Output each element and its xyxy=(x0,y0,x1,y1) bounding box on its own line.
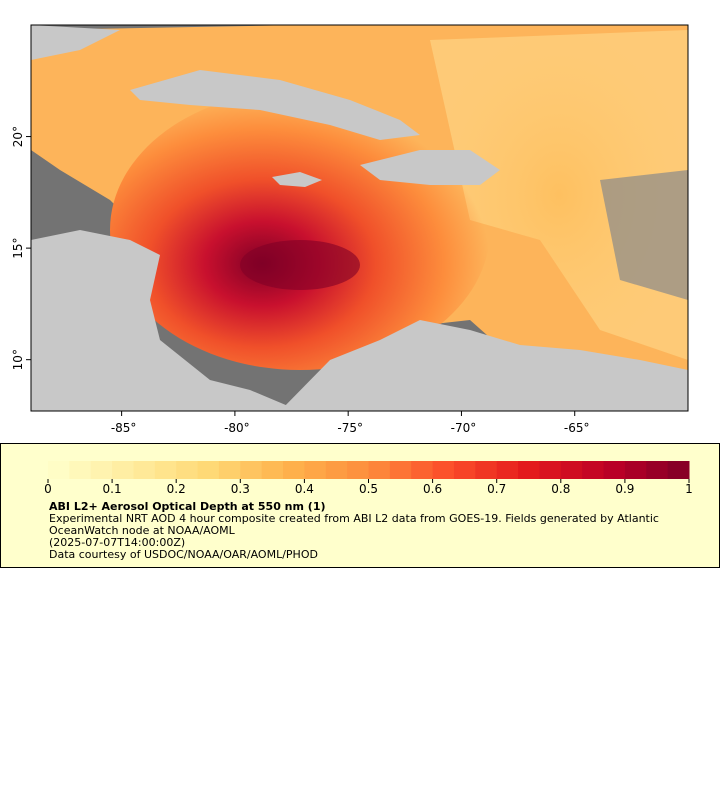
colorbar-swatch xyxy=(646,461,669,479)
map-image xyxy=(31,25,688,411)
x-tick-label: -65° xyxy=(564,421,590,435)
colorbar-tick-label: 0.7 xyxy=(487,482,506,496)
colorbar-swatch xyxy=(411,461,434,479)
colorbar-tick-label: 0.4 xyxy=(295,482,314,496)
land-central-america xyxy=(31,230,300,411)
colorbar-swatch xyxy=(218,461,241,479)
land-yucatan xyxy=(31,25,120,60)
colorbar-tick-label: 0.6 xyxy=(423,482,442,496)
map-figure: -85° -80° -75° -70° -65° 10° 15° 20° xyxy=(11,24,689,435)
colorbar-swatch xyxy=(667,461,690,479)
timestamp: (2025-07-07T14:00:00Z) xyxy=(49,536,186,549)
credit: Data courtesy of USDOC/NOAA/OAR/AOML/PHO… xyxy=(49,548,318,561)
x-tick-label: -85° xyxy=(111,421,137,435)
map-frame xyxy=(30,24,689,412)
legend-text: ABI L2+ Aerosol Optical Depth at 550 nm … xyxy=(49,501,689,561)
colorbar-swatch xyxy=(304,461,327,479)
colorbar-swatch xyxy=(283,461,305,479)
colorbar-tick-label: 1 xyxy=(685,482,693,496)
x-tick-label: -70° xyxy=(451,421,477,435)
colorbar-swatch xyxy=(453,461,476,479)
colorbar-swatch xyxy=(518,461,540,479)
land-jamaica xyxy=(272,172,322,187)
colorbar-swatch xyxy=(432,461,455,479)
legend-panel: 0 0.1 0.2 0.3 0.4 0.5 0.6 0.7 0.8 0.9 1 ABI L2+ Ae… xyxy=(0,443,720,568)
aerosol-core xyxy=(240,240,360,290)
colorbar-swatch xyxy=(560,461,583,479)
colorbar-swatch xyxy=(48,461,70,479)
land-hispaniola xyxy=(360,150,500,185)
colorbar-swatch xyxy=(325,461,348,479)
colorbar-swatch xyxy=(112,461,134,479)
y-tick-label: 10° xyxy=(11,349,25,370)
colorbar-swatch xyxy=(539,461,562,479)
colorbar-tick-label: 0 xyxy=(44,482,52,496)
axes: -85° -80° -75° -70° -65° 10° 15° 20° xyxy=(11,126,590,435)
colorbar-swatch xyxy=(261,461,284,479)
x-tick-label: -75° xyxy=(337,421,363,435)
colorbar: 0 0.1 0.2 0.3 0.4 0.5 0.6 0.7 0.8 0.9 1 xyxy=(44,461,693,496)
colorbar-swatch xyxy=(582,461,605,479)
colorbar-swatch xyxy=(176,461,199,479)
x-tick-label: -80° xyxy=(224,421,250,435)
colorbar-swatch xyxy=(389,461,412,479)
y-tick-label: 20° xyxy=(11,126,25,147)
no-data-patch xyxy=(600,170,688,300)
y-tick-label: 15° xyxy=(11,237,25,258)
colorbar-swatch xyxy=(197,461,220,479)
colorbar-tick-label: 0.2 xyxy=(167,482,186,496)
land-south-america xyxy=(280,320,688,411)
colorbar-tick-label: 0.3 xyxy=(231,482,250,496)
colorbar-swatch xyxy=(240,461,263,479)
colorbar-tick-label: 0.1 xyxy=(103,482,122,496)
colorbar-swatch xyxy=(496,461,519,479)
colorbar-swatch xyxy=(154,461,177,479)
colorbar-swatch xyxy=(603,461,626,479)
description: Experimental NRT AOD 4 hour composite cr… xyxy=(49,512,659,537)
colorbar-tick-label: 0.9 xyxy=(615,482,634,496)
colorbar-swatch xyxy=(133,461,156,479)
colorbar-swatch xyxy=(475,461,498,479)
colorbar-swatch xyxy=(69,461,92,479)
colorbar-swatch xyxy=(90,461,113,479)
colorbar-swatch xyxy=(347,461,369,479)
colorbar-tick-label: 0.5 xyxy=(359,482,378,496)
colorbar-title: ABI L2+ Aerosol Optical Depth at 550 nm … xyxy=(49,500,326,513)
colorbar-swatch xyxy=(368,461,391,479)
land-cuba xyxy=(130,70,420,140)
colorbar-tick-label: 0.8 xyxy=(551,482,570,496)
colorbar-swatch xyxy=(624,461,647,479)
